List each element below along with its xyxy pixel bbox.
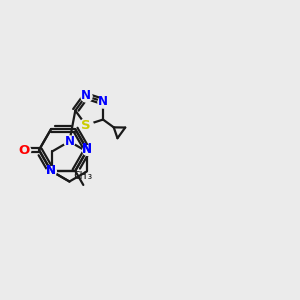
Text: N: N xyxy=(46,164,56,177)
Text: S: S xyxy=(81,118,91,132)
Text: N: N xyxy=(82,142,92,155)
Text: N: N xyxy=(98,95,108,108)
Text: N: N xyxy=(81,89,91,103)
Text: N: N xyxy=(82,143,92,157)
Text: CH₃: CH₃ xyxy=(73,171,93,182)
Text: O: O xyxy=(18,143,29,157)
Text: N: N xyxy=(46,164,56,177)
Text: N: N xyxy=(64,135,74,148)
